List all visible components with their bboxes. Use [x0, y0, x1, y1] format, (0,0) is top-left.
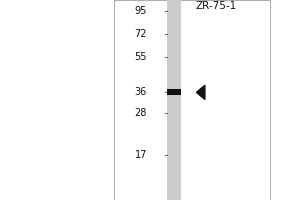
FancyBboxPatch shape	[114, 0, 270, 200]
FancyBboxPatch shape	[167, 89, 181, 95]
Text: 72: 72	[134, 29, 147, 39]
Polygon shape	[196, 85, 205, 99]
FancyBboxPatch shape	[167, 0, 181, 200]
Text: 55: 55	[134, 52, 147, 62]
Text: ZR-75-1: ZR-75-1	[195, 1, 237, 11]
Text: 28: 28	[135, 108, 147, 118]
Text: 17: 17	[135, 150, 147, 160]
Text: 95: 95	[135, 6, 147, 16]
Text: 36: 36	[135, 87, 147, 97]
